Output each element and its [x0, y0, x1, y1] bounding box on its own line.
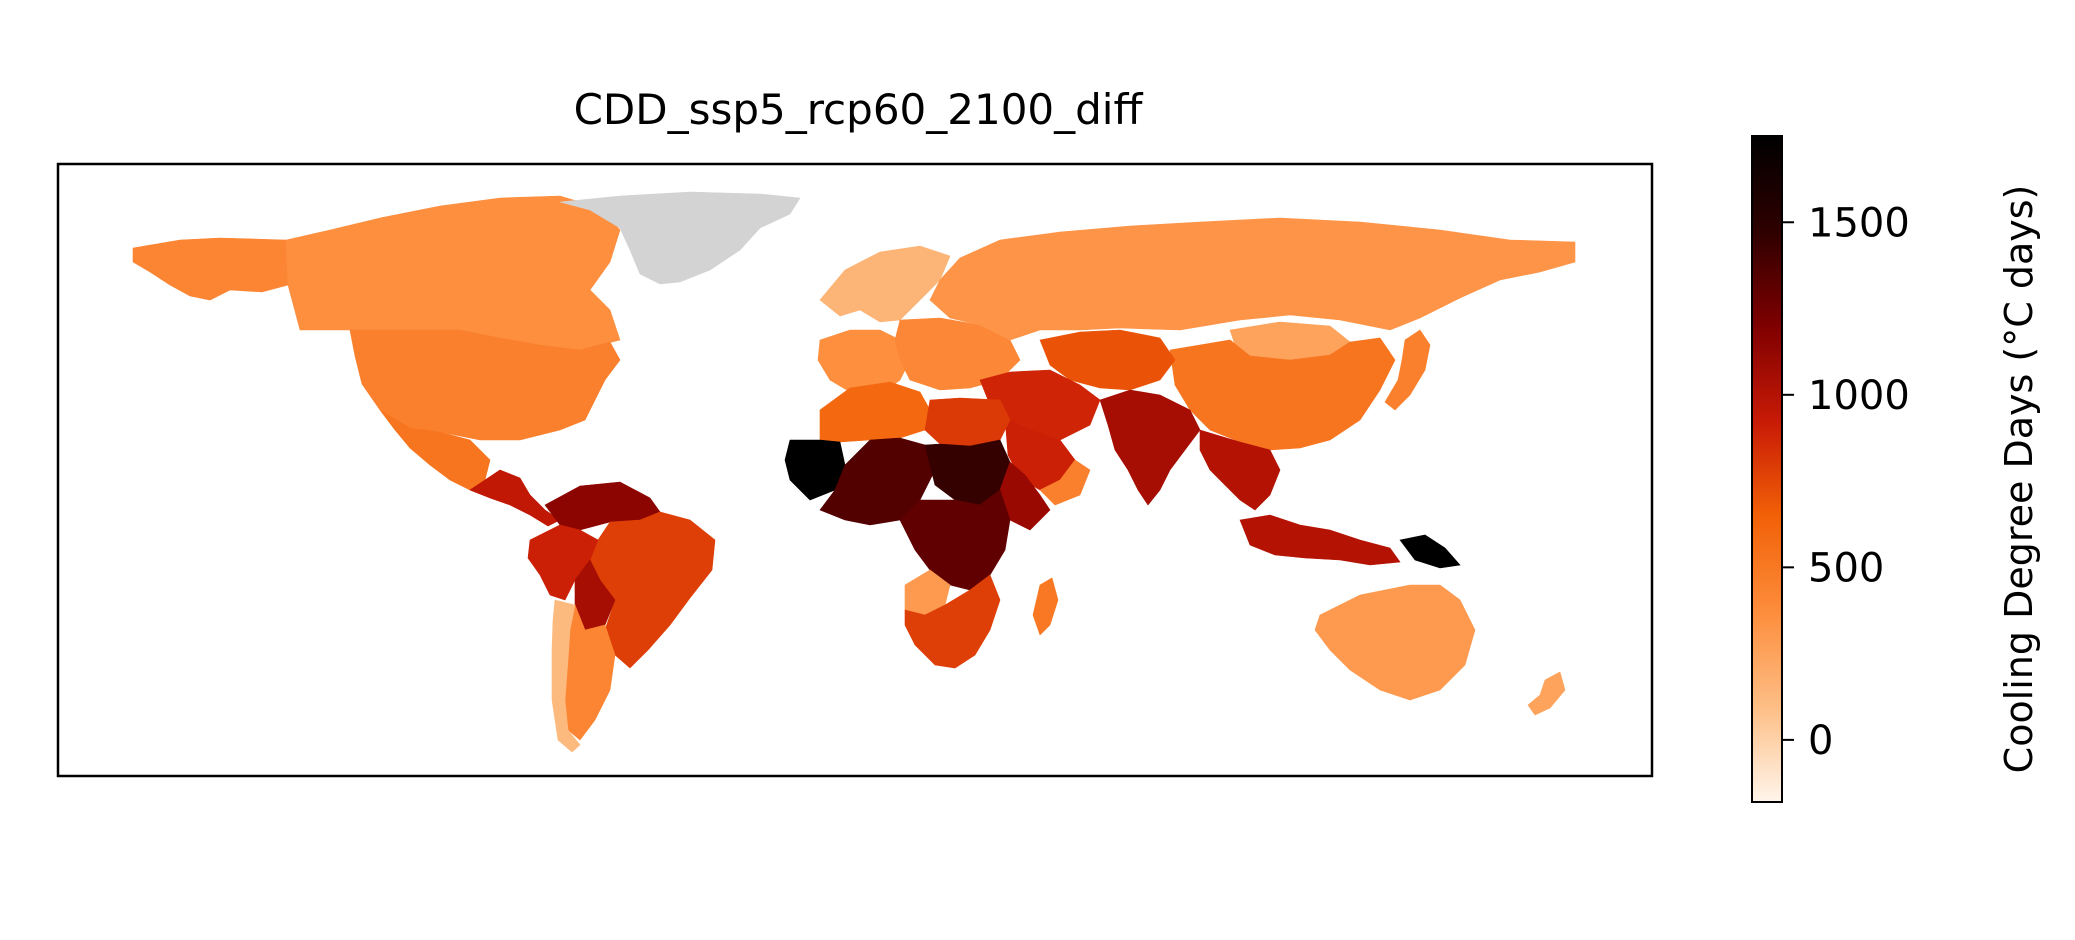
region-russia: [929, 217, 1576, 341]
region-papua-new-guinea: [1399, 534, 1461, 569]
region-indonesia: [1239, 514, 1401, 566]
colorbar-gradient: [1751, 135, 1783, 803]
region-new-zealand: [1527, 671, 1566, 716]
region-libya-egypt: [924, 397, 1011, 447]
map-frame: [56, 162, 1654, 778]
colorbar-tick-label: 500: [1808, 545, 1884, 591]
region-yemen-oman: [1039, 459, 1091, 506]
colorbar-tick-label: 1000: [1808, 373, 1910, 419]
colorbar-ticks: 0 500 1000 1500: [1782, 200, 1910, 764]
region-west-africa: [819, 437, 936, 526]
map-title: CDD_ssp5_rcp60_2100_diff: [574, 85, 1144, 134]
region-china: [1169, 337, 1396, 451]
region-southeast-asia: [1199, 429, 1281, 511]
region-madagascar: [1032, 577, 1059, 636]
colorbar-tick-label: 1500: [1808, 200, 1910, 246]
region-japan: [1384, 329, 1431, 411]
region-southern-africa: [904, 574, 1001, 669]
colorbar: 0 500 1000 1500 Cooling Degree Days (°C day…: [1751, 135, 2041, 803]
region-central-asia: [1039, 329, 1176, 391]
region-australia: [1314, 584, 1476, 701]
region-greenland: [559, 191, 801, 285]
region-western-europe: [817, 329, 911, 396]
region-alaska: [132, 237, 289, 301]
region-chile: [551, 599, 581, 753]
colorbar-label: Cooling Degree Days (°C days): [1997, 185, 2041, 774]
colorbar-tick-label: 0: [1808, 718, 1833, 764]
region-india: [1099, 389, 1201, 506]
world-map: [56, 162, 1654, 778]
region-scandinavia: [819, 245, 951, 323]
region-ethiopia-somalia: [999, 461, 1051, 531]
